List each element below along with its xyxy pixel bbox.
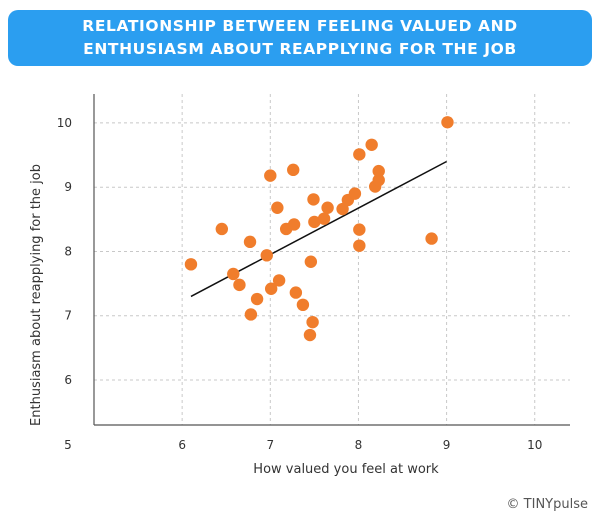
x-axis-label: How valued you feel at work — [253, 462, 439, 477]
data-point — [353, 148, 366, 161]
data-point — [296, 298, 310, 312]
x-tick-label: 9 — [443, 438, 451, 452]
data-point — [372, 164, 385, 178]
y-tick-label: 6 — [64, 373, 72, 387]
data-point — [289, 286, 303, 299]
data-point — [215, 222, 229, 236]
data-point — [227, 267, 240, 281]
data-point — [233, 278, 246, 292]
data-point — [287, 218, 301, 231]
data-point — [287, 163, 300, 177]
data-point — [317, 212, 331, 225]
data-point — [264, 169, 277, 182]
y-tick-label: 8 — [64, 244, 72, 258]
axes-layer — [93, 94, 570, 426]
x-tick-label: 10 — [527, 438, 542, 452]
data-point — [304, 255, 318, 268]
chart-title: RELATIONSHIP BETWEEN FEELING VALUED AND … — [82, 17, 518, 58]
title-banner: RELATIONSHIP BETWEEN FEELING VALUED AND … — [8, 10, 592, 66]
points-layer — [184, 116, 454, 342]
y-axis-label: Enthusiasm about reapplying for the job — [29, 164, 44, 426]
data-point — [303, 328, 317, 342]
x-tick-label: 8 — [355, 438, 363, 452]
data-point — [348, 187, 362, 200]
data-point — [353, 239, 366, 252]
data-point — [243, 235, 257, 249]
data-point — [308, 215, 321, 229]
data-point — [250, 292, 264, 306]
data-point — [244, 308, 258, 321]
data-point — [184, 258, 198, 271]
x-tick-label: 7 — [266, 438, 274, 452]
data-point — [441, 116, 454, 129]
data-point — [264, 282, 278, 295]
grid-layer — [94, 94, 570, 425]
y-tick-label: 7 — [64, 309, 72, 323]
data-point — [260, 249, 273, 262]
y-tick-label: 9 — [64, 180, 72, 194]
data-point — [365, 138, 378, 151]
data-point — [353, 223, 366, 236]
data-point — [321, 201, 334, 214]
data-point — [272, 274, 286, 287]
data-point — [307, 193, 320, 206]
x-tick-label: 5 — [64, 438, 72, 452]
x-tick-label: 6 — [178, 438, 186, 452]
data-point — [336, 202, 349, 216]
data-point — [306, 315, 319, 329]
data-point — [372, 173, 385, 187]
data-point — [271, 201, 284, 214]
source-credit: © TINYpulse — [506, 497, 588, 512]
tick-labels: 5 6 7 8 9 10 6 7 8 9 10 — [57, 116, 543, 452]
y-tick-label: 10 — [57, 116, 72, 130]
data-point — [425, 232, 438, 245]
